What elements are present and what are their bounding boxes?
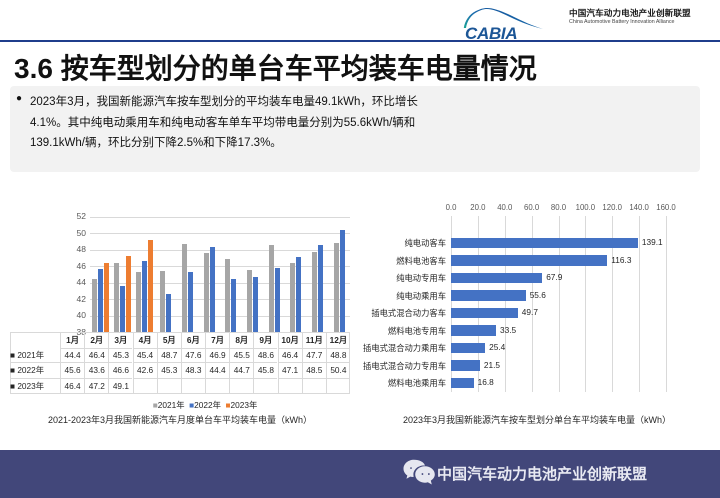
svg-text:CABIA: CABIA	[465, 24, 517, 42]
